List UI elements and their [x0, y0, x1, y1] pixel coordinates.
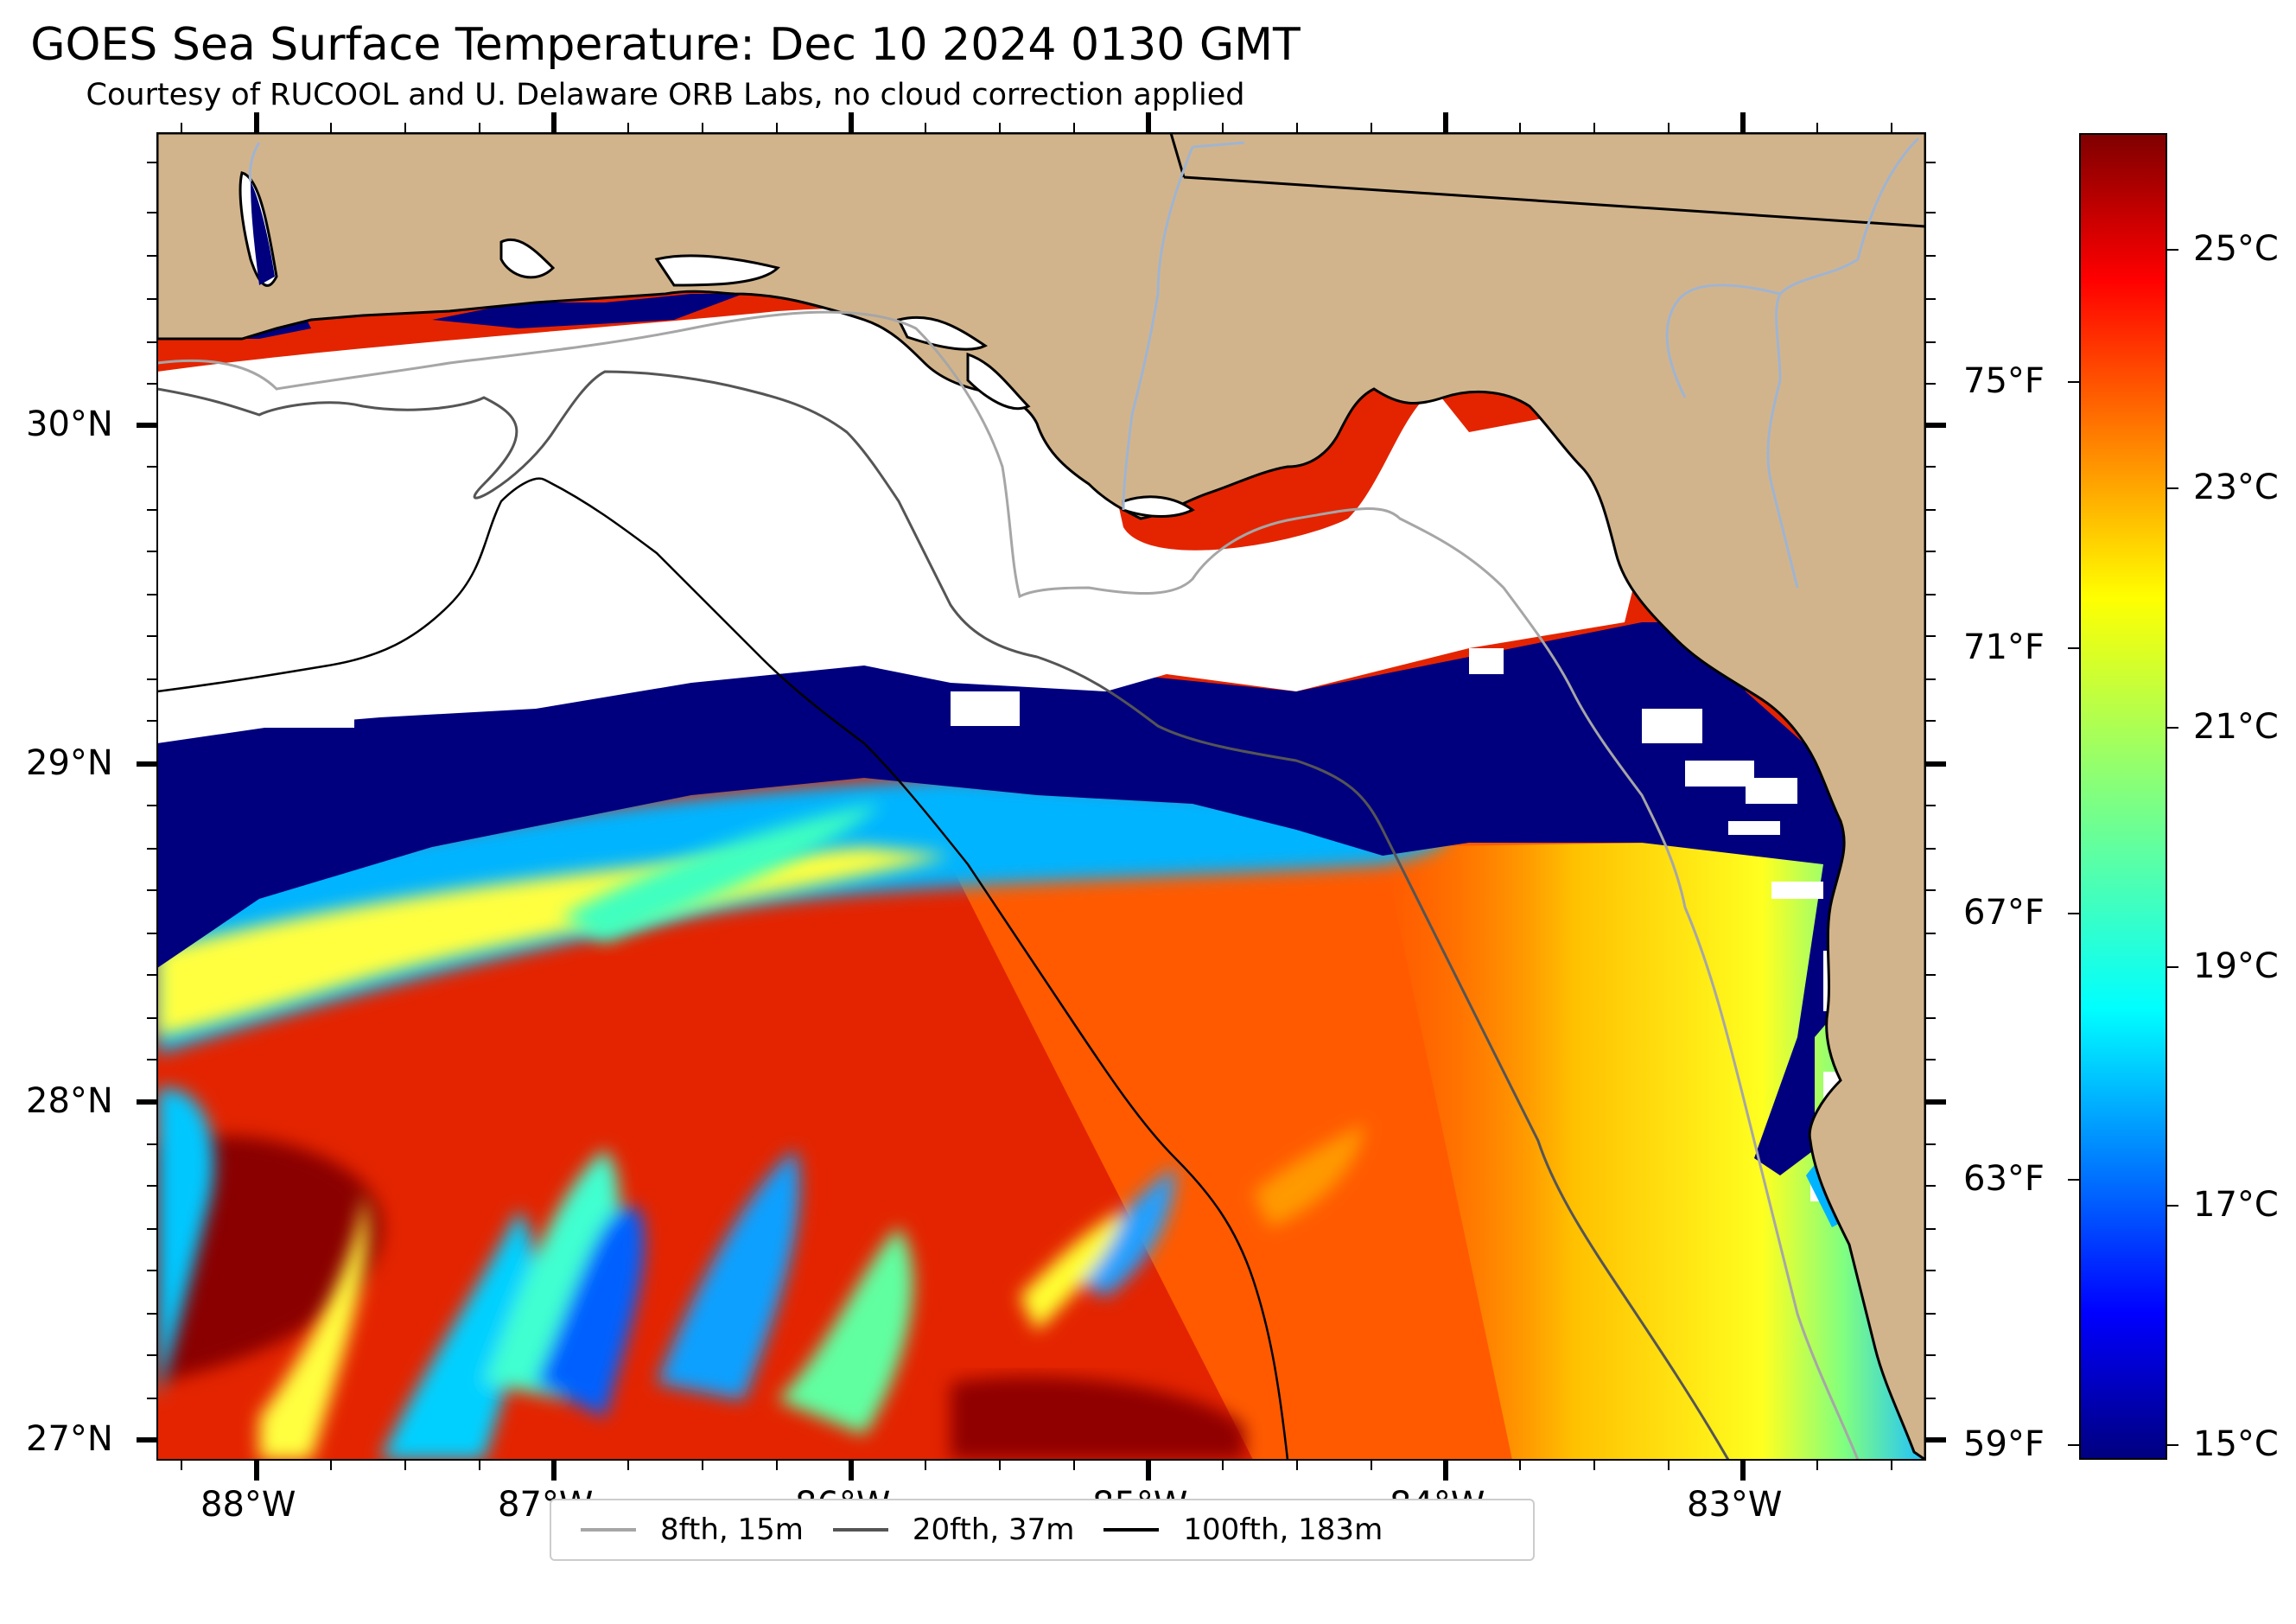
- colorbar-f-59: 59°F: [1963, 1424, 2045, 1464]
- lon-label-83w: 83°W: [1687, 1485, 1783, 1525]
- lat-label-28n: 28°N: [26, 1081, 113, 1121]
- legend-label-20fth: 20fth, 37m: [912, 1513, 1075, 1547]
- map-frame: [156, 132, 1926, 1461]
- east-shelf-gradient: [1383, 838, 1925, 1460]
- colorbar-ticks: [2068, 249, 2178, 1446]
- legend-label-100fth: 100fth, 183m: [1183, 1513, 1383, 1547]
- lon-major-ticks: [254, 112, 1746, 1481]
- map-panel: [157, 133, 1925, 1460]
- legend-item-100fth: 100fth, 183m: [1103, 1513, 1383, 1547]
- colorbar-f-67: 67°F: [1963, 893, 2045, 933]
- colorbar-f-75: 75°F: [1963, 361, 2045, 401]
- lat-label-30n: 30°N: [26, 404, 113, 444]
- colorbar: [2079, 133, 2167, 1460]
- transition-band: [157, 847, 951, 1037]
- mobile-bay-cold: [251, 182, 275, 285]
- colorbar-c-17: 17°C: [2193, 1185, 2279, 1225]
- colorbar-c-21: 21°C: [2193, 707, 2279, 747]
- colorbar-f-71: 71°F: [1963, 627, 2045, 667]
- colorbar-c-15: 15°C: [2193, 1424, 2279, 1464]
- cloud-fragments: [164, 648, 1841, 1201]
- legend-item-8fth: 8fth, 15m: [581, 1513, 804, 1547]
- colorbar-f-63: 63°F: [1963, 1159, 2045, 1199]
- navy-band: [157, 622, 1867, 1175]
- minor-ticks: [147, 123, 1936, 1470]
- lat-major-ticks: [137, 423, 1946, 1442]
- legend-swatch-20fth: [832, 1528, 888, 1532]
- warm-core-sw: [157, 1136, 383, 1383]
- state-boundary-2: [1169, 133, 1186, 178]
- map-title: GOES Sea Surface Temperature: Dec 10 202…: [30, 19, 1301, 71]
- state-boundary: [1183, 175, 1925, 228]
- legend-swatch-100fth: [1103, 1528, 1160, 1532]
- land-mass: [157, 133, 1925, 1460]
- colorbar-c-19: 19°C: [2193, 946, 2279, 986]
- cool-band: [157, 778, 1447, 1054]
- rivers: [248, 137, 1920, 589]
- isobath-100fth: [157, 477, 1289, 1460]
- lat-label-29n: 29°N: [26, 743, 113, 783]
- isobath-20fth: [157, 370, 1730, 1460]
- cool-filaments: [157, 1088, 1365, 1460]
- cloud-mask: [157, 308, 1642, 743]
- isobath-legend: 8fth, 15m 20fth, 37m 100fth, 183m: [550, 1499, 1535, 1561]
- legend-item-20fth: 20fth, 37m: [832, 1513, 1075, 1547]
- lon-label-88w: 88°W: [200, 1485, 296, 1525]
- colorbar-c-25: 25°C: [2193, 229, 2279, 269]
- cool-streak: [562, 804, 881, 942]
- map-subtitle: Courtesy of RUCOOL and U. Delaware ORB L…: [86, 78, 1245, 112]
- legend-swatch-8fth: [581, 1528, 636, 1532]
- panhandle-bays: [499, 238, 1195, 518]
- lat-label-27n: 27°N: [26, 1419, 113, 1459]
- warm-core-south: [951, 1376, 1244, 1460]
- legend-label-8fth: 8fth, 15m: [660, 1513, 804, 1547]
- colorbar-c-23: 23°C: [2193, 468, 2279, 507]
- isobath-8fth: [157, 310, 1860, 1460]
